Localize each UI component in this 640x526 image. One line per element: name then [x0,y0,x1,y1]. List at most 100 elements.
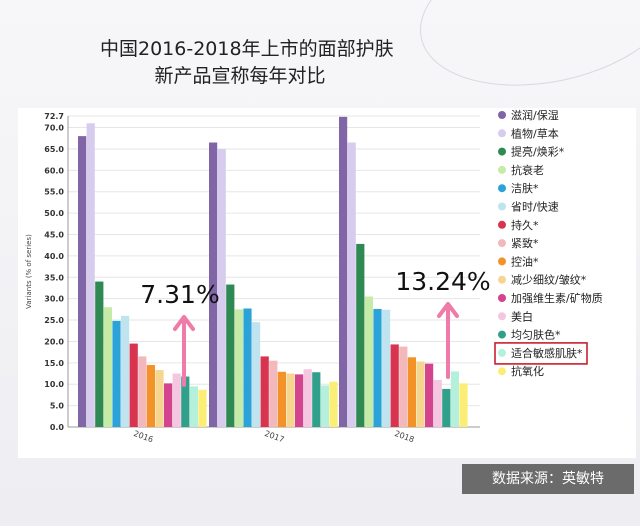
annotation-arrow-head [173,315,195,331]
legend-swatch [498,367,506,376]
legend-label: 适合敏感肌肤* [511,346,583,360]
bar [103,307,112,427]
chart-title-line2: 新产品宣称每年对比 [154,65,326,87]
bar [382,309,391,427]
legend-swatch [498,202,506,211]
bar [164,383,173,427]
y-tick-label: 25.0 [44,316,64,325]
bar [303,369,312,427]
bar [416,361,425,427]
legend-label: 植物/草本 [511,126,559,140]
bar [425,363,434,427]
bar [138,356,147,427]
legend-label: 持久* [511,218,539,232]
legend-swatch [498,275,506,284]
bar [172,373,181,427]
bar [95,281,104,427]
bar [312,372,321,427]
legend-label: 美白 [511,309,533,323]
bar [450,371,459,427]
bar [189,386,198,427]
y-tick-label: 50.0 [44,209,64,218]
bar [260,356,269,427]
chart-title-line1: 中国2016-2018年上市的面部护肤 [100,38,394,60]
bar [269,360,278,427]
bar [226,284,235,427]
bar [234,309,243,427]
legend-swatch [498,312,506,321]
bar [347,142,356,427]
legend-label: 省时/快速 [511,201,559,214]
y-tick-label: 35.0 [44,273,64,282]
y-tick-label: 15.0 [44,359,64,368]
annotation-label: 13.24% [395,267,490,296]
legend-label: 滋润/保湿 [511,108,559,122]
bar [407,357,416,427]
legend-label: 抗衰老 [511,163,544,177]
legend-swatch [498,129,506,138]
legend-swatch [498,239,506,248]
legend-swatch [498,220,506,229]
bar [181,376,190,427]
y-tick-label: 10.0 [44,380,64,389]
y-tick-label: 55.0 [44,188,64,197]
bar [129,343,138,427]
legend-label: 洁肤* [511,181,539,195]
legend-swatch [498,111,506,119]
legend-label: 减少细纹/皱纹* [511,273,587,287]
annotation-label: 7.31% [140,280,219,309]
y-tick-label: 70.0 [44,124,64,133]
bar [364,296,373,427]
bar [121,315,130,427]
x-tick-label: 2016 [132,429,154,444]
legend-label: 加强维生素/矿物质 [511,291,603,305]
bar [155,370,164,427]
bar [320,385,329,427]
y-tick-label: 0.0 [50,423,65,432]
bar [399,346,408,427]
bar [339,116,348,428]
legend-highlight-box [494,342,588,365]
x-tick-label: 2018 [393,429,415,444]
legend-swatch [498,184,506,193]
annotation-arrow-head [437,302,459,318]
legend-swatch [498,165,506,174]
y-tick-label: 40.0 [44,252,64,261]
bar [146,364,155,427]
legend-swatch [498,294,506,302]
bar [252,322,261,427]
bar [78,136,87,428]
legend-label: 抗氧化 [511,364,544,378]
bar [295,374,304,427]
legend-swatch [498,257,506,266]
y-tick-label: 5.0 [50,402,65,411]
bar [433,379,442,427]
legend-label: 紧致* [511,236,539,250]
x-tick-label: 2017 [263,429,285,444]
y-axis-label: Variants (% of series) [25,234,33,309]
bar [209,142,218,427]
chart-title: 中国2016-2018年上市的面部护肤 新产品宣称每年对比 [100,36,394,90]
bar [112,320,121,427]
y-tick-label: 30.0 [44,295,64,304]
bar [286,373,295,427]
legend-swatch [498,330,506,339]
bar [277,371,286,427]
legend-label: 均匀肤色* [511,328,561,342]
bar [459,383,468,427]
bar [86,123,95,428]
source-label: 数据来源：英敏特 [462,464,634,494]
legend-swatch [498,147,506,156]
y-tick-label: 65.0 [44,145,64,154]
y-tick-label: 72.7 [44,112,64,121]
y-tick-label: 60.0 [44,166,64,175]
y-tick-label: 45.0 [44,230,64,239]
bar [373,308,382,427]
bar [243,308,252,427]
y-tick-label: 20.0 [44,337,64,346]
legend-label: 控油* [511,254,539,268]
bar [442,388,451,427]
bar [356,243,365,427]
legend-swatch [498,348,506,357]
